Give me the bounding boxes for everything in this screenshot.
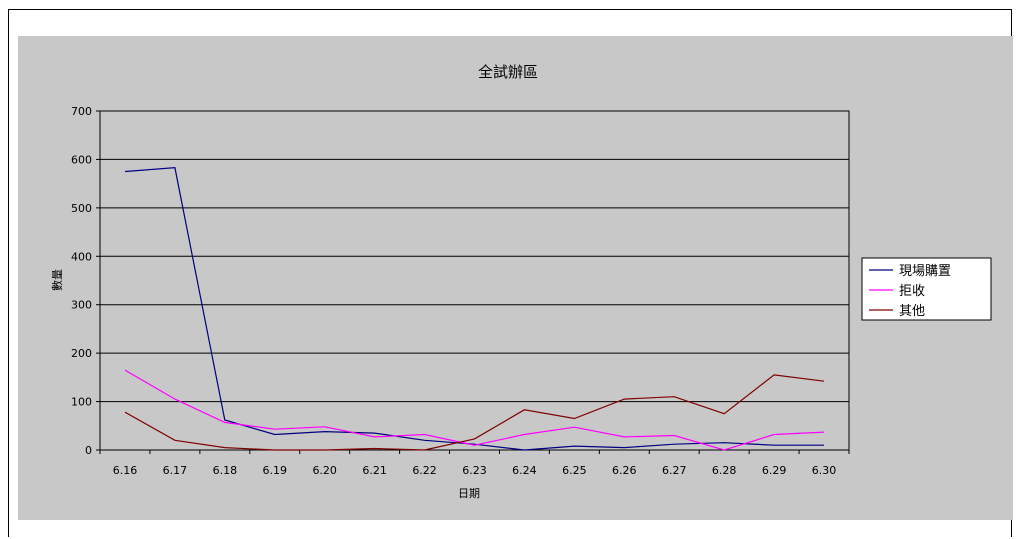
x-tick-label: 6.25 [562, 464, 587, 477]
y-tick-label: 100 [71, 396, 92, 409]
x-axis: 6.16 6.17 6.18 6.19 6.20 6.21 6.22 6.23 6.24 6.25… [99, 450, 850, 477]
x-tick-label: 6.28 [712, 464, 737, 477]
chart-area [18, 36, 1013, 520]
x-tick-label: 6.26 [612, 464, 637, 477]
x-tick-label: 6.30 [812, 464, 837, 477]
legend-label: 現場購置 [899, 264, 951, 279]
chart-title: 全試辦區 [478, 63, 538, 81]
series-line-3 [124, 374, 825, 451]
y-tick-label: 200 [71, 347, 92, 360]
x-tick-label: 6.22 [412, 464, 437, 477]
x-tick-label: 6.19 [263, 464, 288, 477]
x-tick-label: 6.16 [113, 464, 138, 477]
x-tick-label: 6.18 [213, 464, 238, 477]
x-tick-label: 6.17 [163, 464, 188, 477]
series-lines [124, 167, 825, 451]
y-tick-label: 700 [71, 105, 92, 118]
y-tick-label: 0 [85, 444, 92, 457]
x-tick-label: 6.24 [512, 464, 537, 477]
y-tick-label: 500 [71, 202, 92, 215]
y-axis: 0 100 200 300 400 500 600 700 [71, 105, 100, 457]
x-tick-label: 6.27 [662, 464, 687, 477]
x-tick-label: 6.21 [362, 464, 387, 477]
x-tick-label: 6.23 [462, 464, 487, 477]
y-tick-label: 300 [71, 299, 92, 312]
series-line-2 [124, 369, 825, 451]
y-tick-label: 600 [71, 153, 92, 166]
x-tick-label: 6.20 [312, 464, 337, 477]
y-tick-label: 400 [71, 250, 92, 263]
y-axis-title: 數量 [51, 269, 64, 291]
series-line-1 [124, 167, 824, 451]
plot-border [99, 110, 850, 451]
grid-lines [100, 158, 849, 403]
x-axis-title: 日期 [458, 487, 480, 500]
x-tick-label: 6.29 [762, 464, 787, 477]
legend-label: 其他 [899, 304, 925, 319]
legend-label: 拒收 [899, 284, 925, 299]
